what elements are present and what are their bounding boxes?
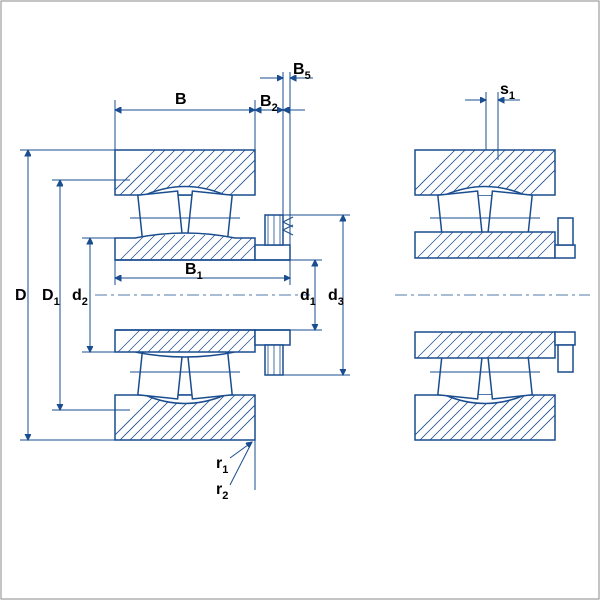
label-D: D [15, 287, 27, 304]
outer-ring-bottom [95, 385, 285, 455]
label-r1: r1 [216, 455, 228, 476]
sleeve-nut-top [255, 215, 293, 260]
sleeve-nut-bottom [255, 330, 290, 375]
label-d2: d2 [72, 287, 88, 308]
label-s1: s1 [500, 81, 515, 102]
label-B5: B5 [293, 61, 311, 82]
label-B1: B1 [185, 261, 203, 282]
label-B: B [175, 91, 187, 108]
label-B2: B2 [260, 93, 278, 114]
label-r2: r2 [216, 481, 228, 502]
label-d1: d1 [300, 287, 316, 308]
right-cross-section [395, 140, 590, 455]
label-d3: d3 [328, 287, 344, 308]
left-cross-section [95, 140, 310, 455]
label-D1: D1 [42, 287, 60, 308]
bearing-diagram: B B5 B2 B1 D D1 d2 d1 d3 r1 r2 s1 [0, 0, 600, 600]
outer-ring-top [95, 140, 285, 210]
